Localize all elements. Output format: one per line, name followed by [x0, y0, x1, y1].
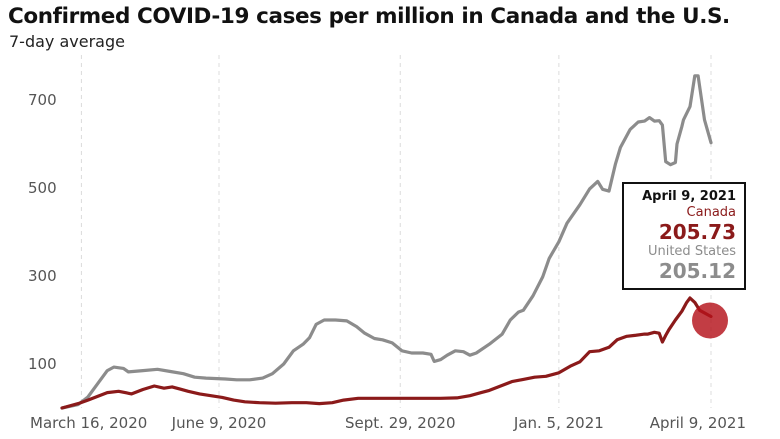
chart-subtitle: 7-day average	[9, 32, 125, 51]
series-lines	[60, 74, 713, 410]
tooltip-canada-label: Canada	[686, 205, 736, 220]
y-tick-label: 300	[28, 267, 57, 285]
highlight-marker	[692, 302, 728, 339]
tooltip-canada-value: 205.73	[658, 220, 736, 244]
tooltip-us-value: 205.12	[658, 259, 736, 283]
y-tick-label: 700	[28, 91, 57, 109]
x-tick-label: June 9, 2020	[171, 414, 267, 432]
y-tick-label: 100	[28, 355, 57, 373]
x-tick-label: Jan. 5, 2021	[513, 414, 604, 432]
y-axis-ticks: 100 300 500 700	[28, 91, 57, 373]
y-tick-label: 500	[28, 179, 57, 197]
x-axis-ticks: March 16, 2020 June 9, 2020 Sept. 29, 2020…	[30, 414, 746, 432]
chart-title: Confirmed COVID-19 cases per million in …	[8, 4, 730, 29]
x-tick-label: March 16, 2020	[30, 414, 147, 432]
tooltip: April 9, 2021 Canada 205.73 United State…	[622, 182, 746, 290]
tooltip-us-label: United States	[647, 244, 736, 259]
series-line-united-states	[60, 74, 713, 410]
grid	[80, 55, 712, 408]
x-tick-label: April 9, 2021	[650, 414, 746, 432]
x-tick-label: Sept. 29, 2020	[345, 414, 456, 432]
tooltip-date: April 9, 2021	[642, 189, 736, 204]
series-line-canada	[60, 296, 713, 410]
